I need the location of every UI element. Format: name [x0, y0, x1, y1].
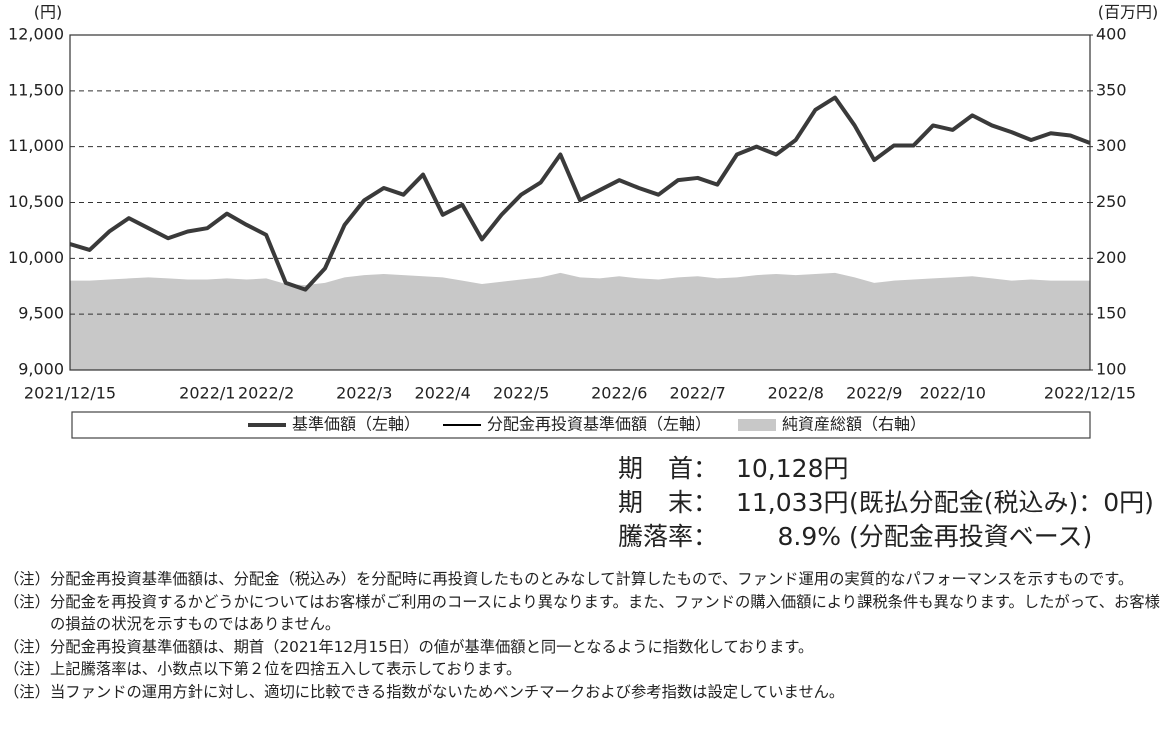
- x-tick-label: 2022/3: [336, 384, 392, 403]
- summary-label: 期 首：: [618, 454, 719, 483]
- note-prefix: （注）: [4, 592, 50, 611]
- legend-label: 分配金再投資基準価額（左軸）: [487, 415, 711, 434]
- y2-tick-label: 100: [1096, 360, 1127, 379]
- note-text: 分配金再投資基準価額は、期首（2021年12月15日）の値が基準価額と同一となる…: [50, 637, 814, 656]
- summary-note: (既払分配金(税込み)：0円): [849, 488, 1154, 517]
- note: （注） 分配金再投資基準価額は、期首（2021年12月15日）の値が基準価額と同一…: [4, 636, 1168, 659]
- note-text: 上記騰落率は、小数点以下第２位を四捨五入して表示しております。: [50, 660, 522, 678]
- x-tick-label: 2022/10: [919, 384, 985, 403]
- summary-value: 10,128円: [736, 454, 849, 483]
- note-text: 当ファンドの運用方針に対し、適切に比較できる指数がないためベンチマークおよび参考…: [50, 682, 845, 701]
- note: （注） 分配金を再投資するかどうかについてはお客様がご利用のコースにより異なります…: [4, 591, 1168, 636]
- x-tick-label: 2022/12/15: [1044, 384, 1136, 403]
- note: （注） 当ファンドの運用方針に対し、適切に比較できる指数がないためベンチマークおよ…: [4, 681, 1168, 704]
- note-prefix: （注）: [4, 570, 50, 588]
- legend-label: 純資産総額（右軸）: [782, 415, 926, 434]
- legend-label: 基準価額（左軸）: [292, 415, 420, 434]
- area: [70, 272, 1090, 370]
- x-tick-label: 2022/8: [768, 384, 824, 403]
- x-tick-label: 2022/6: [591, 384, 647, 403]
- legend-box: [71, 411, 1091, 439]
- y-tick-label: 9,500: [18, 304, 64, 323]
- y-tick-label: 9,000: [18, 360, 64, 379]
- note-prefix: （注）: [4, 660, 50, 678]
- y2-unit: (百万円): [1098, 3, 1159, 22]
- note-prefix: （注）: [4, 637, 50, 656]
- y-tick-label: 12,000: [8, 25, 64, 44]
- note: （注） 上記騰落率は、小数点以下第２位を四捨五入して表示しております。: [4, 658, 1168, 681]
- note-text: 分配金再投資基準価額は、分配金（税込み）を分配時に再投資したものとみなして計算し…: [50, 570, 1134, 588]
- summary-row: 騰落率： 8.9% (分配金再投資ベース): [618, 520, 1154, 554]
- y2-tick-label: 350: [1096, 80, 1127, 99]
- y-unit: (円): [34, 3, 63, 22]
- legend-swatch: [738, 419, 776, 431]
- y-tick-label: 10,500: [8, 192, 64, 211]
- chart: (円) (百万円) 9,000 9,500 10,000 10,500 11,000 11…: [8, 3, 1159, 439]
- y-tick-label: 11,500: [8, 80, 64, 99]
- summary-label: 騰落率：: [618, 522, 719, 551]
- summary-label: 期 末：: [618, 488, 719, 517]
- y-tick-label: 10,000: [8, 248, 64, 267]
- x-tick-label: 2022/2: [238, 384, 294, 403]
- y2-tick-label: 150: [1096, 304, 1127, 323]
- y2-tick-label: 200: [1096, 248, 1127, 267]
- y-tick-label: 11,000: [8, 136, 64, 155]
- summary-value: 8.9%: [777, 522, 841, 551]
- y2-tick-label: 400: [1096, 25, 1127, 44]
- notes: （注） 分配金再投資基準価額は、分配金（税込み）を分配時に再投資したものとみなして…: [4, 568, 1168, 703]
- summary-row: 期 首： 10,128円: [618, 452, 1154, 486]
- summary: 期 首： 10,128円期 末： 11,033円 (既払分配金(税込み)：0円) 騰落率…: [618, 452, 1154, 554]
- note: （注） 分配金再投資基準価額は、分配金（税込み）を分配時に再投資したものとみなして…: [4, 568, 1168, 591]
- x-tick-label: 2021/12/15: [24, 384, 116, 403]
- y2-tick-label: 300: [1096, 136, 1127, 155]
- line: [69, 95, 1091, 292]
- x-tick-label: 2022/4: [415, 384, 471, 403]
- y2-tick-label: 250: [1096, 192, 1127, 211]
- note-text: 分配金を再投資するかどうかについてはお客様がご利用のコースにより異なります。また…: [50, 592, 1160, 634]
- summary-row: 期 末： 11,033円 (既払分配金(税込み)：0円): [618, 486, 1154, 520]
- plot-frame: [69, 34, 1091, 371]
- note-prefix: （注）: [4, 682, 50, 701]
- x-tick-label: 2022/5: [493, 384, 549, 403]
- x-tick-label: 2022/7: [670, 384, 726, 403]
- summary-note: (分配金再投資ベース): [849, 522, 1093, 551]
- x-tick-label: 2022/9: [846, 384, 902, 403]
- summary-value: 11,033円: [736, 488, 849, 517]
- x-tick-label: 2022/1: [179, 384, 235, 403]
